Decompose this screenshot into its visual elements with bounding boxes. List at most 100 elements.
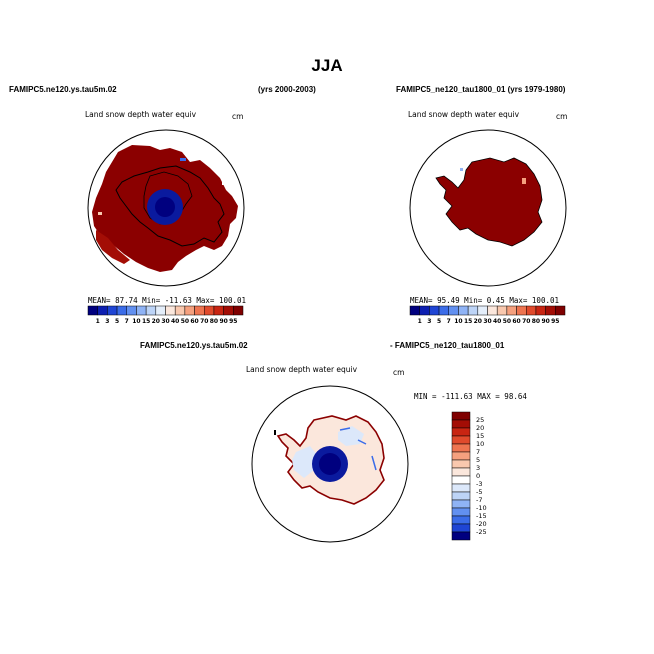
colorbar-swatch xyxy=(204,305,215,316)
colorbar-swatch xyxy=(155,305,166,316)
colorbar-tick-label: 95 xyxy=(229,318,237,325)
colorbar-tick-label: 90 xyxy=(219,318,227,325)
colorbar-swatch xyxy=(487,305,498,316)
colorbar-swatch xyxy=(165,305,176,316)
colorbar-swatch xyxy=(458,305,469,316)
colorbar-tick-label: 7 xyxy=(125,318,129,325)
panel1-speck xyxy=(180,158,186,161)
colorbar-swatch xyxy=(174,305,186,316)
colorbar-tick-label: 10 xyxy=(476,440,484,448)
colorbar-tick-label: 80 xyxy=(532,318,540,325)
colorbar-tick-label: -15 xyxy=(476,512,487,520)
colorbar-swatch xyxy=(451,515,471,525)
colorbar-tick-label: 0 xyxy=(476,472,480,480)
colorbar-swatch xyxy=(448,305,459,316)
colorbar-swatch xyxy=(506,305,517,316)
colorbar-tick-label: 40 xyxy=(171,318,179,325)
colorbar-swatch xyxy=(451,435,471,445)
panel2-colorbar: 1 3 5 7 10 15 20 30 40 50 60 70 80 90 95 xyxy=(409,305,566,325)
colorbar-tick-label: 10 xyxy=(132,318,140,325)
colorbar-tick-label: 10 xyxy=(454,318,462,325)
colorbar-tick-label: 15 xyxy=(464,318,472,325)
colorbar-swatch xyxy=(467,305,479,316)
colorbar-swatch xyxy=(496,305,508,316)
colorbar-swatch xyxy=(451,507,471,517)
panel2-case-label: FAMIPC5_ne120_tau1800_01 (yrs 1979-1980) xyxy=(396,85,566,94)
colorbar-tick-label: 60 xyxy=(512,318,520,325)
colorbar-swatch xyxy=(451,427,471,437)
colorbar-swatch xyxy=(451,523,471,533)
colorbar-swatch xyxy=(213,305,224,316)
colorbar-tick-label: 30 xyxy=(161,318,169,325)
panel1-case-label: FAMIPC5.ne120.ys.tau5m.02 xyxy=(9,85,117,94)
colorbar-tick-label: 15 xyxy=(476,432,484,440)
colorbar-tick-label: 7 xyxy=(476,448,480,456)
colorbar-tick-label: -3 xyxy=(476,480,482,488)
panel2-antarctica xyxy=(435,157,543,247)
panel2-speck xyxy=(460,168,463,171)
colorbar-tick-label: 50 xyxy=(181,318,189,325)
colorbar-swatch xyxy=(526,305,537,316)
panel1-years-label: (yrs 2000-2003) xyxy=(258,85,316,94)
colorbar-swatch xyxy=(409,305,420,316)
colorbar-tick-label: 15 xyxy=(142,318,150,325)
colorbar-tick-label: 5 xyxy=(115,318,119,325)
panel2-units-label: cm xyxy=(556,112,568,121)
colorbar-swatch xyxy=(451,459,471,469)
colorbar-swatch xyxy=(451,491,471,501)
colorbar-tick-label: 5 xyxy=(437,318,441,325)
panel3-case-b-label: - FAMIPC5_ne120_tau1800_01 xyxy=(390,341,505,350)
panel2-variable-label: Land snow depth water equiv xyxy=(408,110,520,119)
colorbar-swatch xyxy=(97,305,108,316)
panel3-case-a-label: FAMIPC5.ne120.ys.tau5m.02 xyxy=(140,341,248,350)
panel2-speck xyxy=(412,176,414,182)
colorbar-tick-label: 40 xyxy=(493,318,501,325)
panel1-speck xyxy=(98,212,102,215)
colorbar-tick-label: 20 xyxy=(476,424,484,432)
colorbar-swatch xyxy=(535,305,546,316)
colorbar-swatch xyxy=(451,443,471,453)
colorbar-swatch xyxy=(136,305,147,316)
colorbar-swatch xyxy=(451,499,471,509)
colorbar-tick-label: 50 xyxy=(503,318,511,325)
panel1-coastline xyxy=(115,165,225,247)
colorbar-swatch xyxy=(451,467,471,477)
colorbar-tick-label: -10 xyxy=(476,504,487,512)
colorbar-swatch xyxy=(451,411,471,421)
panel3-polar-cap-core xyxy=(319,453,341,475)
colorbar-tick-label: 5 xyxy=(476,456,480,464)
colorbar-swatch xyxy=(451,475,471,485)
colorbar-swatch xyxy=(194,305,205,316)
panel3-speck xyxy=(274,430,276,435)
panel1-snow-field-west xyxy=(96,230,130,264)
panel3-map xyxy=(251,385,409,543)
panel1-polar-cap-core xyxy=(155,197,175,217)
panel1-units-label: cm xyxy=(232,112,244,121)
colorbar-swatch xyxy=(107,305,118,316)
colorbar-swatch xyxy=(545,305,556,316)
colorbar-tick-label: 3 xyxy=(105,318,109,325)
colorbar-tick-label: 80 xyxy=(210,318,218,325)
colorbar-tick-label: 20 xyxy=(474,318,482,325)
colorbar-swatch xyxy=(126,305,137,316)
colorbar-tick-label: 60 xyxy=(190,318,198,325)
colorbar-swatch xyxy=(451,531,471,541)
colorbar-swatch xyxy=(145,305,157,316)
panel1-colorbar: 1 3 5 7 10 15 20 30 40 50 60 70 80 90 95 xyxy=(87,305,244,325)
colorbar-tick-label: 70 xyxy=(200,318,208,325)
colorbar-tick-label: -5 xyxy=(476,488,482,496)
colorbar-tick-label: 90 xyxy=(541,318,549,325)
panel3-stats: MIN = -111.63 MAX = 98.64 xyxy=(414,392,527,401)
colorbar-tick-label: 7 xyxy=(447,318,451,325)
panel2-map xyxy=(409,129,567,287)
panel3-blue-region xyxy=(338,426,364,446)
colorbar-tick-label: 1 xyxy=(96,318,100,325)
colorbar-swatch xyxy=(223,305,234,316)
page-title: JJA xyxy=(311,56,343,75)
panel2-stats: MEAN= 95.49 Min= 0.45 Max= 100.01 xyxy=(410,296,560,305)
colorbar-tick-label: -20 xyxy=(476,520,487,528)
colorbar-swatch xyxy=(429,305,440,316)
panel1-map xyxy=(87,129,245,287)
